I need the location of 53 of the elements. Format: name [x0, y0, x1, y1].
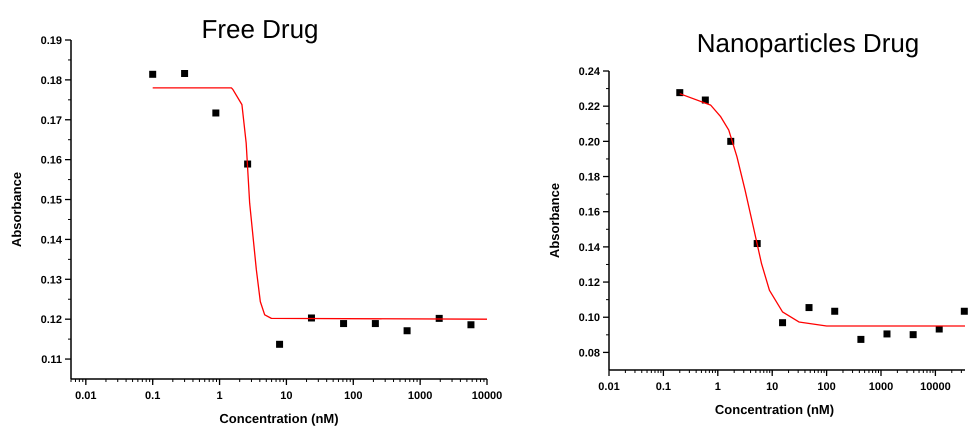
y-tick-label: 0.15	[40, 194, 62, 207]
y-tick-label: 0.19	[40, 35, 62, 47]
point	[857, 336, 864, 343]
y-tick-label: 0.12	[40, 314, 62, 326]
x-tick-label: 1	[216, 390, 223, 402]
x-axis-title: Concentration (nM)	[714, 402, 834, 417]
point	[806, 304, 813, 312]
x-tick-label: 100	[344, 390, 362, 402]
y-axis-title: Absorbance	[9, 172, 24, 248]
y-axis-title: Absorbance	[547, 182, 562, 258]
y-tick-label: 0.18	[578, 172, 600, 184]
point	[883, 330, 890, 338]
x-tick-label: 0.01	[75, 390, 97, 402]
y-tick-label: 0.16	[40, 154, 62, 167]
chart-title: Free Drug	[201, 14, 319, 44]
x-tick-label: 1000	[408, 390, 432, 402]
x-tick-label: 10000	[920, 381, 951, 393]
point	[181, 70, 188, 77]
point	[372, 320, 379, 328]
x-tick-label: 0.1	[656, 381, 672, 393]
y-tick-label: 0.13	[40, 274, 62, 286]
point	[910, 331, 917, 338]
y-tick-label: 0.14	[40, 234, 63, 246]
point	[276, 340, 284, 348]
y-tick-label: 0.24	[578, 66, 601, 78]
point	[404, 327, 411, 334]
x-tick-label: 1000	[868, 381, 894, 393]
y-tick-label: 0.20	[578, 136, 600, 148]
y-tick-label: 0.08	[578, 347, 600, 360]
point	[340, 320, 348, 328]
x-tick-label: 1	[714, 381, 721, 393]
chart-title: Nanoparticles Drug	[696, 28, 920, 58]
x-tick-label: 10	[280, 390, 293, 402]
y-tick-label: 0.22	[578, 101, 600, 114]
x-axis-title: Concentration (nM)	[219, 411, 339, 426]
point	[831, 308, 838, 315]
y-tick-label: 0.12	[578, 277, 600, 290]
x-tick-label: 0.01	[598, 381, 620, 393]
point	[467, 321, 474, 328]
y-tick-label: 0.10	[578, 312, 600, 324]
y-tick-label: 0.16	[578, 206, 600, 219]
point	[779, 319, 786, 326]
point	[212, 109, 220, 116]
y-tick-label: 0.14	[578, 242, 601, 254]
x-tick-label: 100	[817, 381, 836, 393]
y-tick-label: 0.17	[40, 114, 62, 127]
x-tick-label: 0.1	[145, 390, 160, 402]
y-tick-label: 0.18	[40, 74, 62, 87]
x-tick-label: 10	[766, 381, 778, 393]
x-tick-label: 10000	[472, 390, 502, 402]
y-tick-label: 0.11	[41, 354, 62, 366]
point	[960, 308, 968, 315]
point	[149, 70, 156, 78]
